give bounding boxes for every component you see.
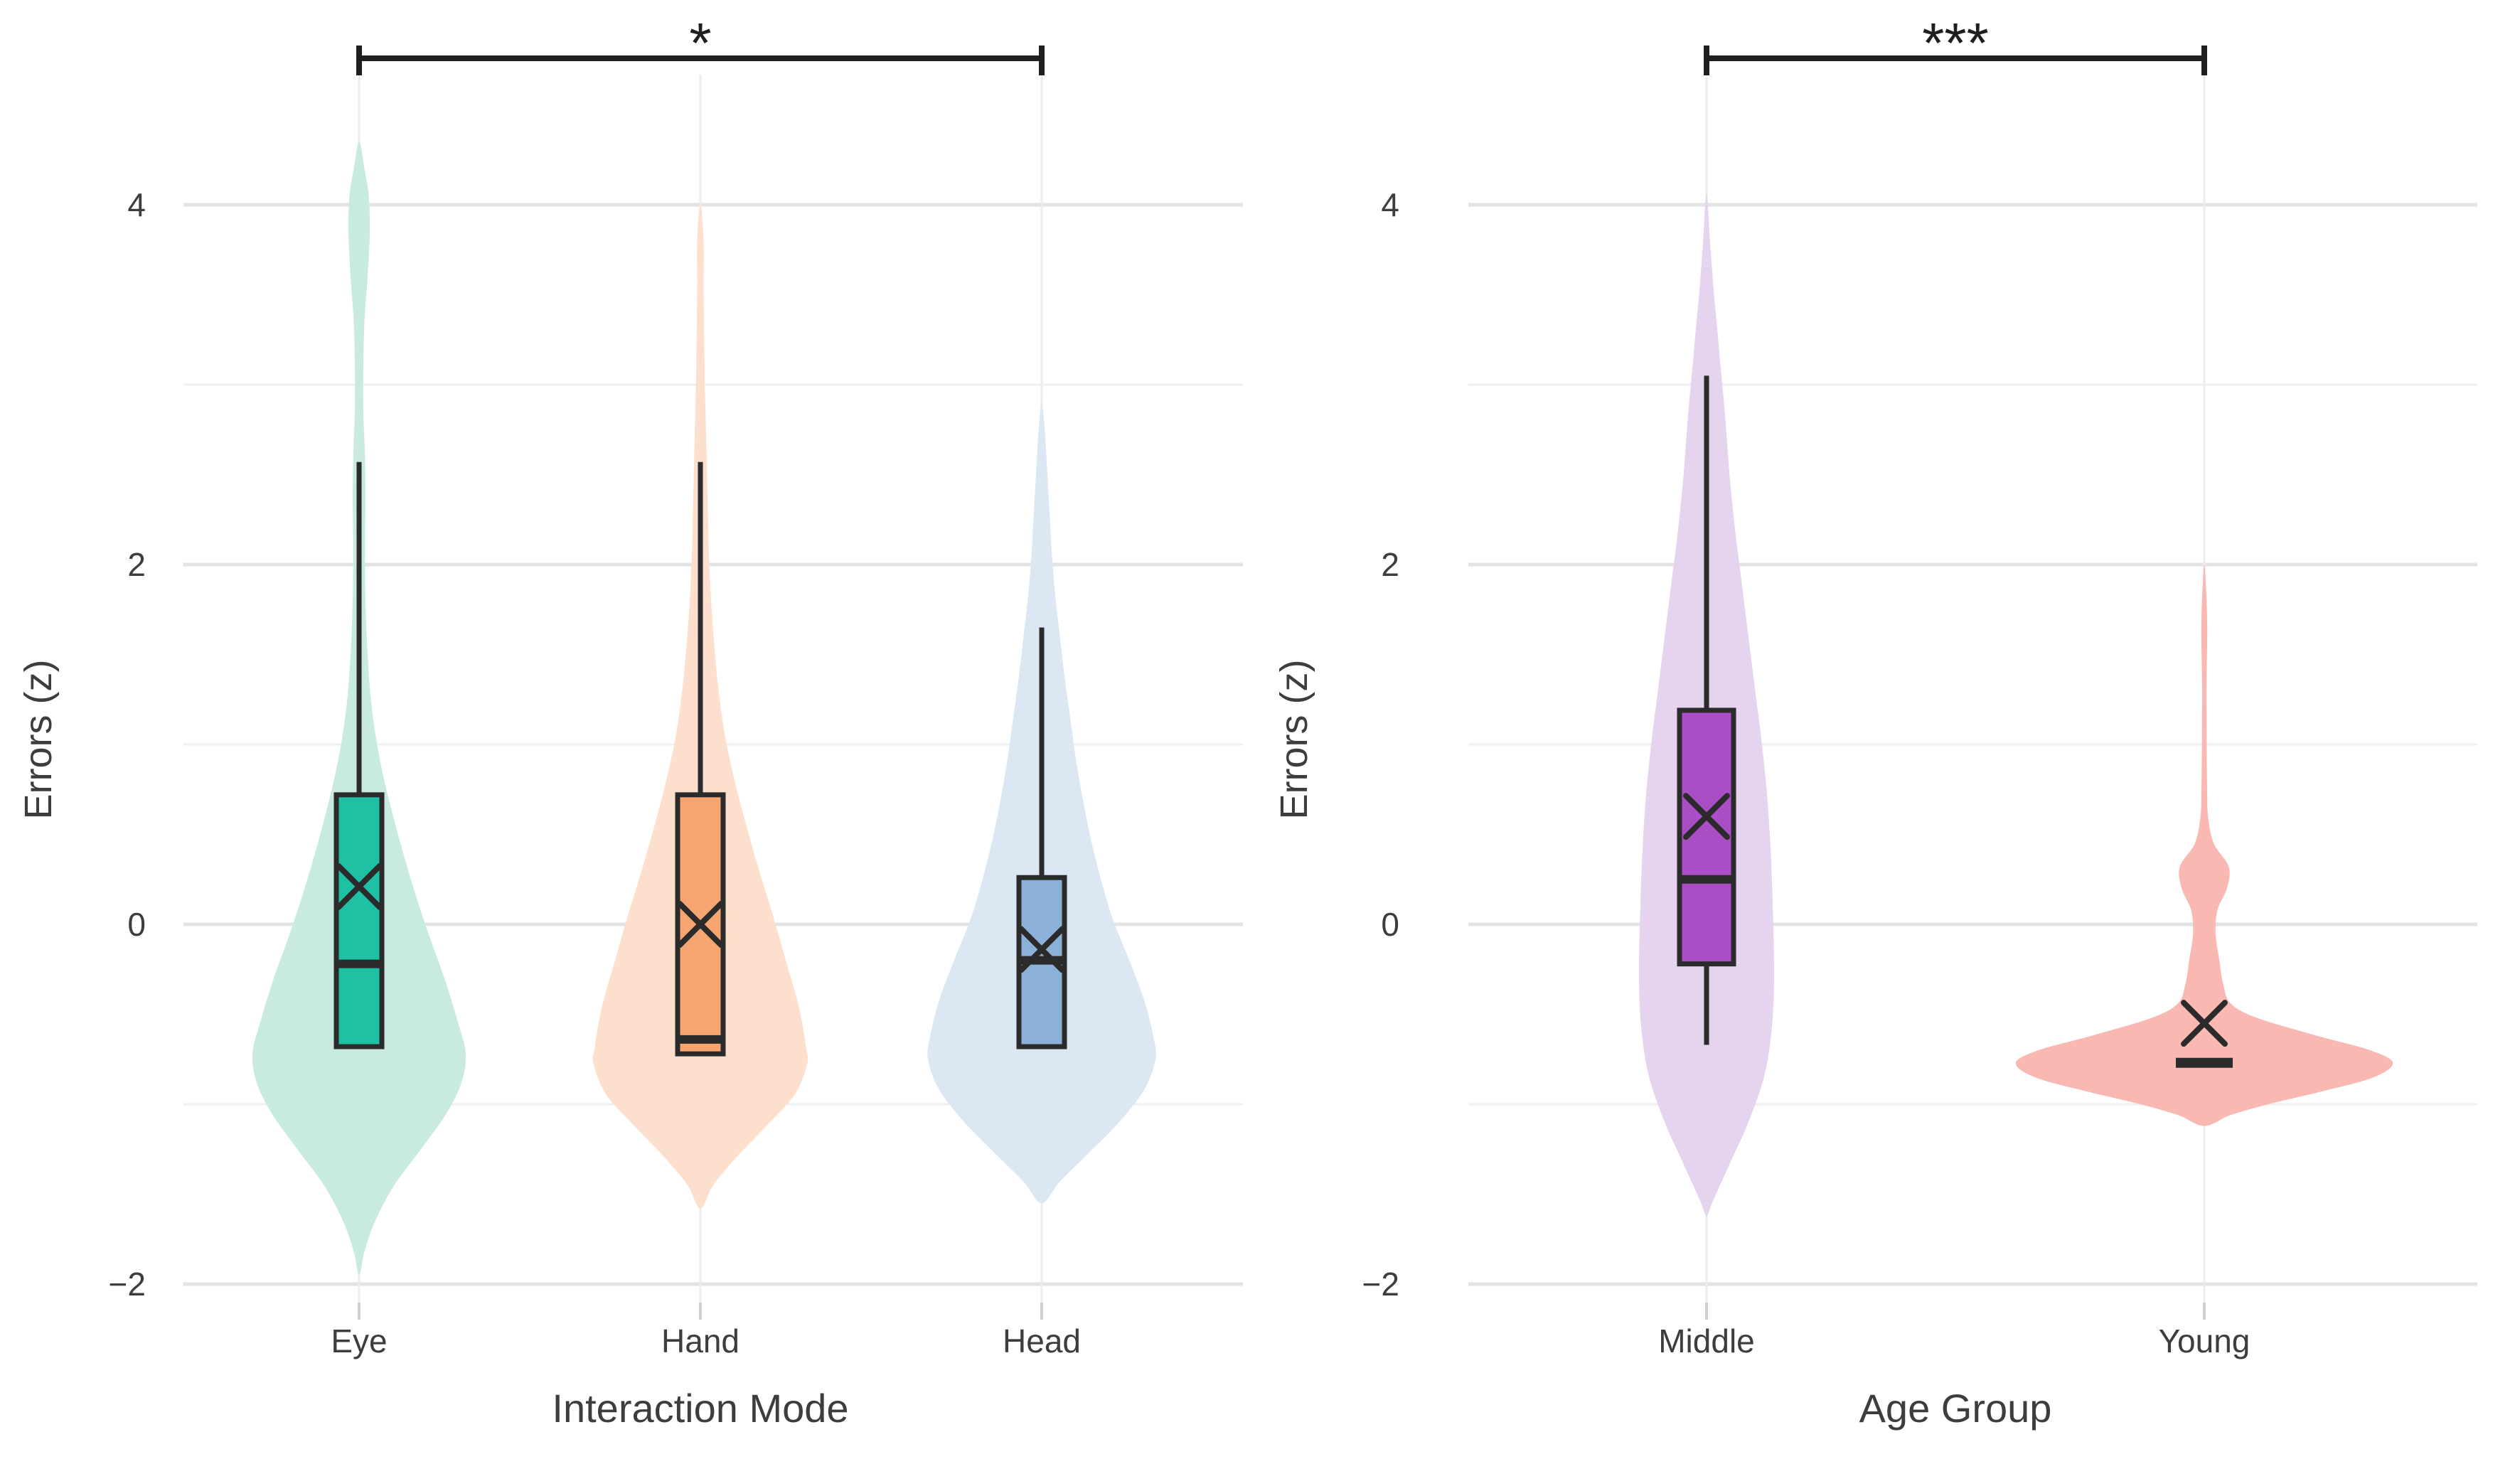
significance-label: ***	[1922, 11, 1988, 75]
violin-young	[2015, 565, 2393, 1126]
category-label-head: Head	[1003, 1323, 1081, 1359]
category-label-young: Young	[2159, 1323, 2251, 1359]
mean-x-eye	[336, 862, 383, 910]
mean-x-head	[1018, 926, 1065, 973]
category-label-hand: Hand	[661, 1323, 740, 1359]
mean-x-hand	[677, 901, 724, 948]
ytick-label: −2	[109, 1266, 146, 1303]
mean-x-middle	[1683, 793, 1730, 840]
y-axis-title: Errors (z)	[17, 660, 60, 820]
y-axis-title: Errors (z)	[1273, 660, 1315, 820]
x-axis-title: Age Group	[1859, 1386, 2052, 1431]
mean-x-young	[2181, 1000, 2228, 1047]
significance-label: *	[689, 11, 711, 75]
ytick-label: 2	[127, 546, 146, 583]
ytick-label: 0	[1381, 906, 1399, 943]
ytick-label: 0	[127, 906, 146, 943]
ytick-label: 2	[1381, 546, 1399, 583]
ytick-label: 4	[1381, 186, 1399, 223]
box-hand	[675, 792, 726, 1057]
box-eye	[333, 792, 385, 1049]
category-label-middle: Middle	[1658, 1323, 1755, 1359]
ytick-label: 4	[127, 186, 146, 223]
category-label-eye: Eye	[331, 1323, 387, 1359]
ytick-label: −2	[1362, 1266, 1399, 1303]
x-axis-title: Interaction Mode	[552, 1386, 848, 1431]
